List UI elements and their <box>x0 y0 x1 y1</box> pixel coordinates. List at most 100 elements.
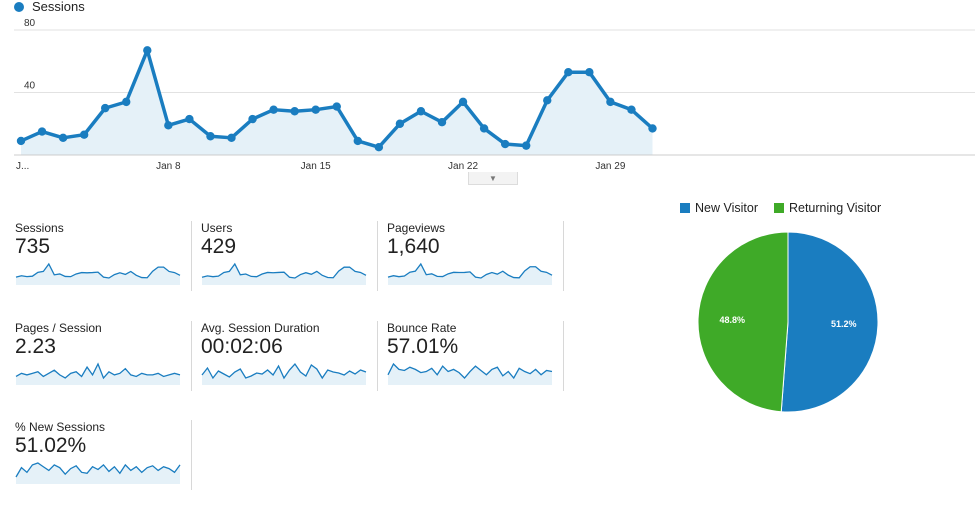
sessions-data-point[interactable] <box>269 105 278 114</box>
x-tick-label: Jan 8 <box>156 161 181 172</box>
x-tick-label: Jan 29 <box>595 161 625 172</box>
sessions-data-point[interactable] <box>290 107 299 116</box>
metric-sparkline <box>15 262 181 285</box>
sparkline-area <box>202 364 366 385</box>
sessions-data-point[interactable] <box>143 46 152 55</box>
chevron-down-icon: ▼ <box>489 173 497 183</box>
metric-sparkline <box>201 262 367 285</box>
sessions-data-point[interactable] <box>374 142 384 152</box>
sessions-data-point[interactable] <box>101 103 110 113</box>
metric-label: Sessions <box>15 221 64 235</box>
chart-collapse-handle[interactable]: ▼ <box>468 172 518 185</box>
metric-divider <box>191 420 192 490</box>
metric-divider <box>191 221 192 291</box>
visitor-type-pie-chart[interactable]: 51.2% 48.8% <box>690 225 890 425</box>
sparkline-area <box>388 264 552 285</box>
y-tick-label: 40 <box>24 81 36 92</box>
sessions-legend-label: Sessions <box>32 0 85 14</box>
metric-label: Pages / Session <box>15 321 102 335</box>
sessions-data-point[interactable] <box>458 97 468 107</box>
sessions-data-point[interactable] <box>353 136 362 146</box>
metric-tile-sessions[interactable]: Sessions 735 <box>15 221 181 311</box>
pie-slice-label: 48.8% <box>719 315 745 325</box>
metric-tile-users[interactable]: Users 429 <box>201 221 367 311</box>
metric-value: 2.23 <box>15 335 56 358</box>
pie-legend-item-new-visitor[interactable]: New Visitor <box>680 201 758 215</box>
sparkline-line <box>387 362 553 380</box>
sessions-data-point[interactable] <box>206 132 215 141</box>
sparkline-area <box>16 364 180 385</box>
y-tick-label: 80 <box>24 18 36 29</box>
new-visitor-swatch <box>680 203 690 213</box>
sparkline-area <box>202 264 366 285</box>
sessions-data-point[interactable] <box>522 141 531 150</box>
metric-tile-avg-session-duration[interactable]: Avg. Session Duration 00:02:06 <box>201 321 367 411</box>
metric-value: 51.02% <box>15 434 87 457</box>
metric-sparkline <box>15 362 181 385</box>
sessions-data-point[interactable] <box>543 96 552 105</box>
metric-divider <box>563 221 564 291</box>
pie-legend: New Visitor Returning Visitor <box>680 201 881 215</box>
metric-divider <box>191 321 192 391</box>
sparkline-area <box>16 264 180 285</box>
sessions-data-point[interactable] <box>416 107 426 116</box>
pie-legend-item-returning-visitor[interactable]: Returning Visitor <box>773 201 881 215</box>
sessions-data-point[interactable] <box>585 67 594 77</box>
metric-tile-bounce-rate[interactable]: Bounce Rate 57.01% <box>387 321 553 411</box>
sessions-data-point[interactable] <box>479 124 489 133</box>
sessions-data-point[interactable] <box>16 136 26 146</box>
pie-slice-label: 51.2% <box>831 319 857 329</box>
sessions-data-point[interactable] <box>58 133 68 143</box>
returning-visitor-slice[interactable] <box>697 231 789 413</box>
metric-value: 735 <box>15 235 51 258</box>
sessions-line-chart[interactable]: 80 40 J... Jan 8 Jan 15 Jan 22 Jan 29 <box>0 0 975 180</box>
metric-sparkline <box>387 362 553 385</box>
metric-divider <box>377 321 378 391</box>
metric-label: Pageviews <box>387 221 446 235</box>
sessions-legend-marker <box>14 1 24 12</box>
sparkline-line <box>15 362 181 380</box>
sessions-data-point[interactable] <box>164 121 173 130</box>
sessions-data-point[interactable] <box>606 97 615 107</box>
sparkline-line <box>15 262 181 279</box>
sessions-data-point[interactable] <box>227 133 236 143</box>
sparkline-line <box>201 362 367 380</box>
sessions-data-point[interactable] <box>648 124 657 133</box>
metric-tile-new-sessions-pct[interactable]: % New Sessions 51.02% <box>15 420 181 510</box>
sessions-data-point[interactable] <box>122 97 131 107</box>
metric-sparkline <box>201 362 367 385</box>
sessions-data-point[interactable] <box>332 102 341 111</box>
metric-label: Avg. Session Duration <box>201 321 320 335</box>
metric-tile-pages-per-session[interactable]: Pages / Session 2.23 <box>15 321 181 411</box>
metric-label: % New Sessions <box>15 420 106 434</box>
x-tick-label: J... <box>16 161 29 172</box>
sessions-data-point[interactable] <box>79 130 89 139</box>
x-tick-label: Jan 15 <box>301 161 331 172</box>
metric-value: 429 <box>201 235 237 258</box>
sparkline-line <box>15 462 181 478</box>
new-visitor-label: New Visitor <box>695 201 758 215</box>
sessions-area <box>21 50 653 155</box>
sessions-data-point[interactable] <box>395 119 405 128</box>
new-visitor-slice[interactable] <box>780 231 879 413</box>
metric-sparkline <box>15 462 181 484</box>
metric-label: Bounce Rate <box>387 321 457 335</box>
sessions-data-point[interactable] <box>248 114 257 124</box>
sparkline-line <box>201 262 367 279</box>
sparkline-area <box>388 364 552 385</box>
sessions-data-point[interactable] <box>500 139 510 149</box>
metric-value: 00:02:06 <box>201 335 283 358</box>
sparkline-area <box>16 463 180 484</box>
metric-tile-pageviews[interactable]: Pageviews 1,640 <box>387 221 553 311</box>
sessions-data-point[interactable] <box>437 117 447 127</box>
sessions-data-point[interactable] <box>37 127 47 136</box>
main-chart-legend[interactable]: Sessions <box>14 0 85 14</box>
returning-visitor-swatch <box>773 203 784 213</box>
metric-value: 1,640 <box>387 235 440 258</box>
sessions-data-point[interactable] <box>185 114 194 124</box>
metric-value: 57.01% <box>387 335 459 358</box>
sessions-data-point[interactable] <box>627 105 636 114</box>
sessions-data-point[interactable] <box>311 105 320 114</box>
metric-sparkline <box>387 262 553 285</box>
sessions-data-point[interactable] <box>564 67 573 77</box>
